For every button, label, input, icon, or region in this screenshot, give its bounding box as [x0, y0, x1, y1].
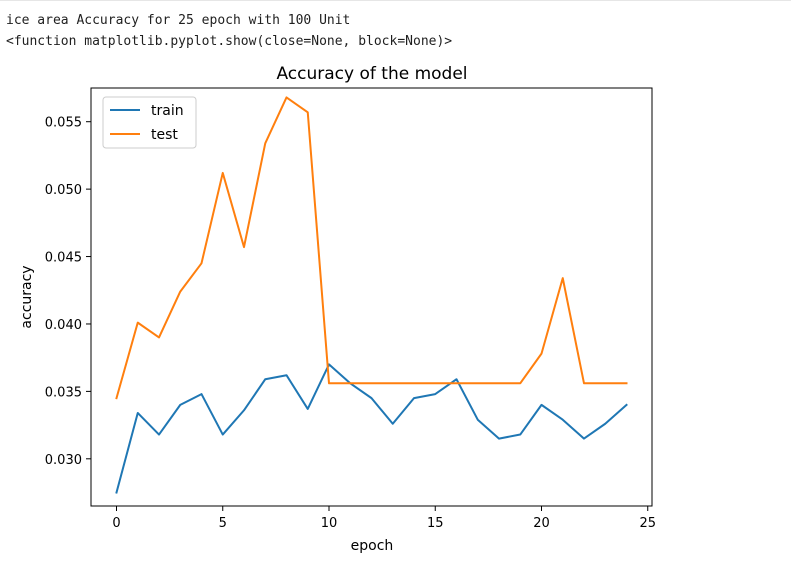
x-tick-label: 15	[427, 516, 444, 531]
y-tick-label: 0.055	[45, 116, 82, 131]
legend: train test	[102, 96, 197, 149]
output-text-line: ice area Accuracy for 25 epoch with 100 …	[6, 13, 351, 28]
y-tick-label: 0.045	[45, 251, 82, 266]
chart-lines	[115, 96, 628, 494]
axis-ticks: 0 5 10 15 20 25 0.030 0.035 0.040 0.045 0.050 0.055	[45, 116, 656, 531]
legend-test-label: test	[151, 127, 178, 143]
y-tick-label: 0.030	[45, 453, 82, 468]
y-axis-label: accuracy	[19, 265, 35, 328]
cell-top-border	[0, 0, 791, 1]
y-tick-label: 0.050	[45, 183, 82, 198]
legend-train-label: train	[151, 103, 184, 119]
output-repr-line: <function matplotlib.pyplot.show(close=N…	[6, 34, 453, 49]
x-tick-label: 20	[533, 516, 550, 531]
y-tick-label: 0.035	[45, 385, 82, 400]
y-tick-label: 0.040	[45, 318, 82, 333]
x-tick-label: 0	[112, 516, 120, 531]
x-tick-label: 5	[219, 516, 227, 531]
x-axis-label: epoch	[351, 538, 394, 554]
x-tick-label: 25	[639, 516, 656, 531]
plot-frame	[90, 87, 653, 507]
x-tick-label: 10	[321, 516, 338, 531]
series-line-test	[115, 96, 628, 400]
chart-title: Accuracy of the model	[276, 64, 467, 84]
series-line-train	[115, 363, 628, 494]
